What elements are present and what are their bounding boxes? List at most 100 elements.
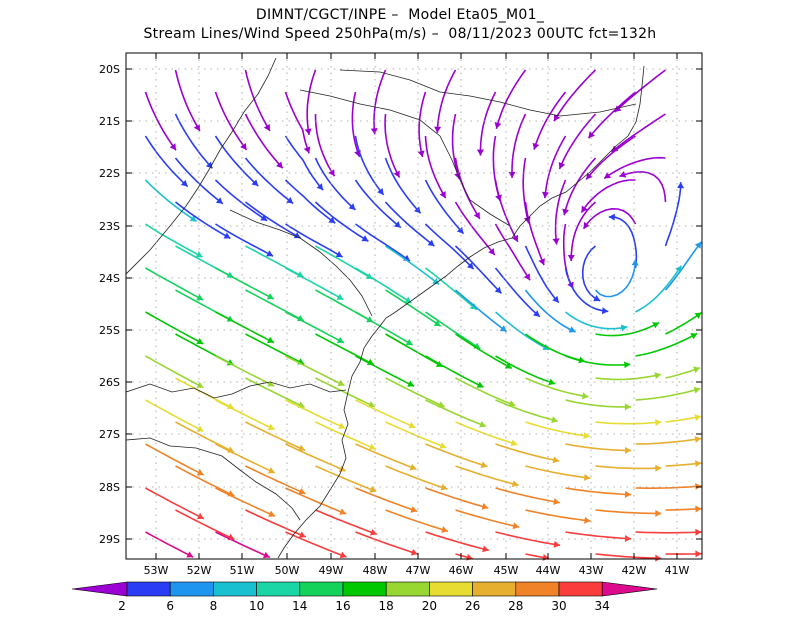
streamline — [285, 267, 344, 301]
streamline — [436, 69, 457, 133]
streamline-arrow — [479, 420, 486, 428]
colorbar-segment — [342, 581, 387, 597]
coastline-south — [277, 335, 373, 559]
streamline — [285, 399, 346, 429]
streamline — [664, 182, 682, 247]
streamline — [145, 223, 203, 258]
colorbar-segment — [213, 581, 257, 597]
streamline — [603, 156, 666, 180]
streamline — [145, 531, 194, 558]
streamline-arrow — [553, 540, 561, 548]
streamline-arrow — [469, 303, 477, 310]
streamline — [306, 69, 317, 136]
streamline — [425, 267, 478, 311]
state-border — [125, 381, 347, 399]
streamline — [495, 443, 560, 462]
streamline — [495, 399, 559, 422]
streamline — [385, 245, 440, 286]
streamline — [564, 267, 609, 313]
streamline — [554, 179, 567, 245]
streamline — [145, 399, 204, 433]
streamline-arrow — [263, 124, 270, 132]
streamline-arrow — [298, 531, 306, 538]
colorbar-segment — [558, 581, 603, 597]
streamline — [494, 223, 531, 281]
streamline-arrow — [268, 510, 276, 518]
streamline — [245, 201, 301, 239]
streamline — [175, 421, 235, 454]
streamline-arrow — [413, 206, 421, 214]
streamline — [215, 443, 276, 474]
streamline-arrow — [583, 221, 590, 229]
streamline-arrow — [504, 362, 512, 369]
streamline-arrow — [298, 487, 306, 495]
streamline — [284, 135, 324, 191]
streamline — [314, 201, 369, 242]
streamline-arrow — [588, 131, 595, 139]
streamline-arrow — [169, 143, 177, 151]
streamline-arrow — [367, 401, 375, 408]
streamline — [553, 69, 597, 122]
streamline — [580, 179, 636, 213]
streamline-arrow — [677, 182, 685, 189]
streamline — [215, 267, 275, 300]
lat-label: 24S — [99, 272, 120, 285]
streamline — [565, 311, 628, 330]
streamline — [424, 135, 447, 199]
streamline-arrow — [328, 216, 336, 224]
lon-label: 51W — [230, 564, 255, 577]
streamline — [215, 531, 271, 559]
streamline-arrow — [693, 366, 700, 374]
streamline — [563, 157, 597, 216]
streamline-arrow — [655, 554, 662, 562]
title-line-1: DIMNT/CGCT/INPE – Model Eta05_M01_ — [255, 7, 545, 23]
streamline — [635, 332, 698, 357]
lat-label: 21S — [99, 115, 120, 128]
streamline-arrow — [377, 188, 384, 195]
lon-label: 50W — [275, 564, 300, 577]
streamline-arrow — [693, 386, 701, 394]
streamline — [479, 91, 497, 156]
streamline — [544, 135, 567, 199]
streamline-arrow — [624, 403, 631, 411]
coastline — [371, 65, 645, 337]
colorbar-segment — [472, 581, 517, 597]
streamline — [145, 487, 205, 520]
streamline-arrow — [417, 150, 425, 158]
streamline-arrow — [180, 179, 188, 187]
streamline — [244, 69, 271, 132]
streamline — [525, 421, 590, 438]
streamline — [174, 69, 201, 132]
colorbar-label: 20 — [422, 599, 437, 613]
streamline-arrow — [196, 425, 204, 432]
streamline-arrow — [427, 239, 435, 247]
streamline — [494, 267, 541, 318]
streamline-arrow — [266, 250, 274, 257]
lon-label: 42W — [622, 564, 647, 577]
streamline-arrow — [511, 480, 519, 488]
streamline — [619, 171, 667, 203]
streamline — [665, 367, 701, 379]
streamline — [315, 421, 377, 450]
streamline-arrow — [690, 333, 698, 340]
streamline — [175, 509, 235, 541]
streamline — [595, 373, 662, 381]
title-line-2: Stream Lines/Wind Speed 250hPa(m/s) – 08… — [143, 26, 657, 42]
streamline — [454, 289, 508, 333]
colorbar-segment — [256, 581, 301, 597]
streamline-arrow — [267, 380, 275, 387]
streamline — [285, 355, 345, 387]
streamline — [385, 509, 449, 533]
streamline-arrow — [620, 324, 628, 332]
lat-label: 25S — [99, 324, 120, 337]
streamline — [214, 135, 259, 187]
streamline-arrow — [304, 128, 312, 135]
streamline-arrow — [293, 232, 301, 239]
streamline — [595, 421, 662, 425]
streamline-arrow — [624, 534, 632, 542]
streamline — [451, 113, 461, 180]
colorbar-label: 6 — [166, 599, 174, 613]
streamline — [285, 311, 345, 344]
streamline — [454, 157, 481, 220]
